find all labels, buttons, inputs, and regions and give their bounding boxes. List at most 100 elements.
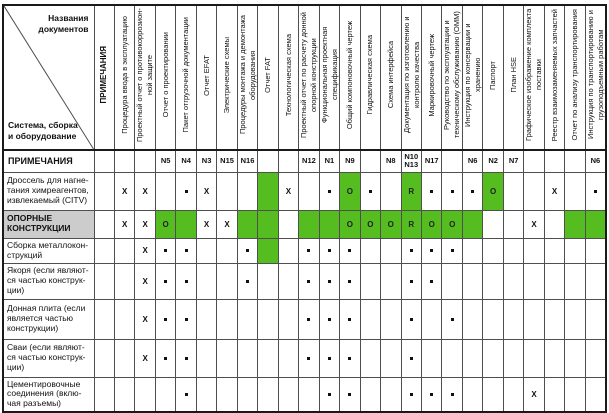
- x-mark: X: [142, 276, 148, 286]
- dot-mark: [327, 317, 331, 321]
- column-header: Маркировочный чертеж: [420, 4, 443, 151]
- matrix-cell: [380, 237, 402, 264]
- note-cell: N12: [298, 149, 320, 173]
- matrix-cell: X: [134, 209, 156, 239]
- column-header-label: Схема интерфейса: [385, 41, 395, 109]
- dot-mark: [409, 356, 413, 360]
- column-header: Процедура ввода в эксплуатацию: [113, 4, 136, 151]
- matrix-cell: [216, 171, 238, 211]
- dot-mark: [164, 356, 168, 360]
- matrix-cell: X: [134, 237, 156, 264]
- column-header: Отчет FAT: [257, 4, 279, 151]
- column-header: Технологическая схема: [277, 4, 300, 151]
- matrix-cell: [461, 171, 484, 211]
- matrix-cell: [277, 338, 300, 378]
- note-cell: [93, 149, 115, 173]
- dot-mark: [184, 189, 188, 193]
- matrix-cell: [359, 171, 382, 211]
- matrix-cell: [543, 298, 566, 340]
- matrix-cell: O: [380, 209, 402, 239]
- matrix-cell: X: [113, 171, 136, 211]
- matrix-cell: [154, 171, 177, 211]
- matrix-cell: [380, 338, 402, 378]
- matrix-cell: X: [113, 209, 136, 239]
- dot-mark: [164, 317, 168, 321]
- matrix-cell: O: [482, 171, 504, 211]
- matrix-cell: [380, 171, 402, 211]
- column-header: Графическое изображение комплекта постав…: [523, 4, 545, 151]
- matrix-cell: X: [195, 209, 218, 239]
- matrix-cell: [461, 262, 484, 300]
- matrix-cell: [461, 237, 484, 264]
- x-mark: X: [142, 219, 148, 229]
- column-header: Реестр взаимозаменяемых запчастей: [543, 4, 566, 151]
- column-header: Отчет по анализу транспортирования: [564, 4, 586, 151]
- matrix-cell: [298, 338, 320, 378]
- column-header-label: Реестр взаимозаменяемых запчастей: [549, 8, 559, 142]
- matrix-cell: [175, 338, 197, 378]
- row-label: Сваи (если являют-ся частью конструк-ции…: [2, 338, 95, 378]
- column-header-label: Инструкция по транспортированию и грузоп…: [585, 10, 605, 140]
- matrix-cell: [523, 171, 545, 211]
- dot-mark: [348, 279, 352, 283]
- o-mark: O: [346, 186, 353, 196]
- note-cell: N6: [461, 149, 484, 173]
- matrix-cell: [564, 209, 586, 239]
- matrix-cell: [420, 171, 443, 211]
- matrix-cell: [257, 237, 279, 264]
- matrix-cell: [113, 338, 136, 378]
- column-header: Гидравлическая схема: [359, 4, 382, 151]
- note-cell: N2: [482, 149, 504, 173]
- column-header: Проектный отчет о противокоррозион-ной з…: [134, 4, 156, 151]
- dot-mark: [409, 393, 413, 397]
- matrix-cell: [564, 171, 586, 211]
- matrix-cell: [564, 262, 586, 300]
- note-cell: N3: [195, 149, 218, 173]
- matrix-cell: X: [134, 262, 156, 300]
- dot-mark: [184, 249, 188, 253]
- matrix-cell: [236, 237, 259, 264]
- matrix-cell: [93, 262, 115, 300]
- column-header-label: ПРИМЕЧАНИЯ: [99, 46, 109, 104]
- matrix-cell: [236, 262, 259, 300]
- matrix-cell: [359, 237, 382, 264]
- corner-top-label: Названия документов: [38, 13, 89, 35]
- matrix-cell: [318, 298, 341, 340]
- matrix-cell: [420, 338, 443, 378]
- matrix-cell: [523, 298, 545, 340]
- matrix-cell: [400, 298, 423, 340]
- note-cell: N17: [420, 149, 443, 173]
- o-mark: O: [162, 219, 169, 229]
- matrix-cell: [154, 262, 177, 300]
- dot-mark: [327, 249, 331, 253]
- matrix-cell: [318, 338, 341, 378]
- matrix-cell: [523, 262, 545, 300]
- matrix-cell: [154, 237, 177, 264]
- column-header-label: Процедура ввода в эксплуатацию: [119, 16, 129, 134]
- note-cell: [441, 149, 463, 173]
- matrix-cell: [93, 209, 115, 239]
- column-header-label: План HSE: [508, 57, 518, 93]
- dot-mark: [164, 249, 168, 253]
- matrix-cell: R: [400, 171, 423, 211]
- matrix-cell: [318, 237, 341, 264]
- matrix-cell: [482, 338, 504, 378]
- x-mark: X: [142, 246, 148, 255]
- dot-mark: [307, 249, 311, 253]
- note-cell: N6: [584, 149, 607, 173]
- column-header-label: Отчет EFAT: [201, 54, 211, 96]
- dot-mark: [430, 189, 434, 193]
- matrix-cell: [318, 209, 341, 239]
- dot-mark: [246, 279, 250, 283]
- matrix-cell: [502, 209, 525, 239]
- matrix-cell: [564, 237, 586, 264]
- note-cell: [564, 149, 586, 173]
- matrix-cell: [298, 262, 320, 300]
- dot-mark: [471, 189, 475, 193]
- matrix-cell: [154, 298, 177, 340]
- matrix-cell: [257, 209, 279, 239]
- row-label: Сборка металлокон-струкций: [2, 237, 95, 264]
- note-cell: [359, 149, 382, 173]
- column-header: Инструкция по консервации и хранению: [461, 4, 484, 151]
- matrix-cell: [584, 338, 607, 378]
